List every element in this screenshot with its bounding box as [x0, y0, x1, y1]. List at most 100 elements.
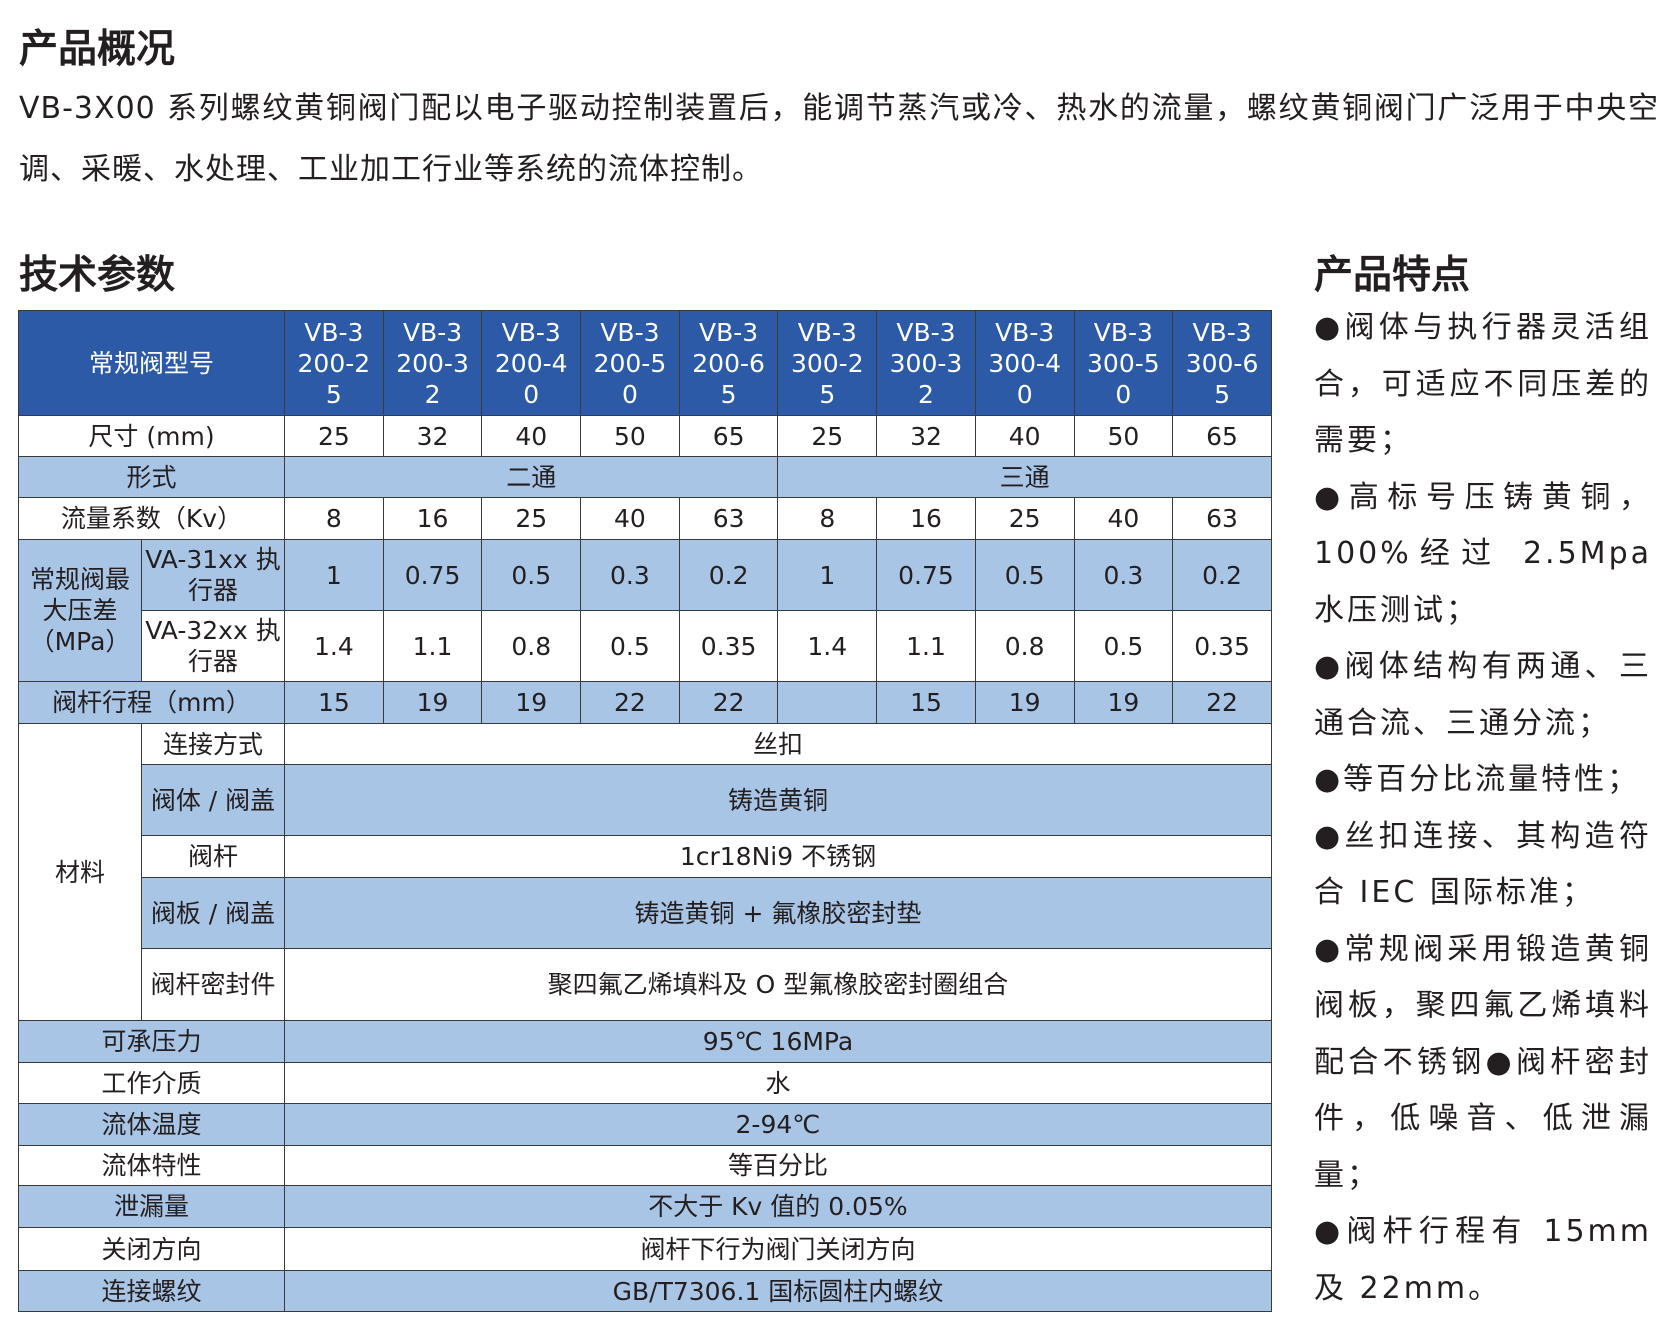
- model-header: VB-3200-50: [580, 310, 680, 416]
- table-row: 材料 连接方式 丝扣: [18, 723, 1272, 1021]
- value-cell: 0.8: [974, 610, 1075, 682]
- value-cell: 25: [284, 415, 384, 457]
- value-cell: 32: [876, 415, 976, 457]
- row-label: 阀杆行程（mm）: [17, 681, 286, 724]
- header-label: 常规阀型号: [17, 310, 286, 416]
- feature-item: ●阀体与执行器灵活组合，可适应不同压差的需要；: [1314, 310, 1652, 458]
- value-cell: 0.75: [876, 539, 976, 611]
- table-row: 阀杆 1cr18Ni9 不锈钢: [19, 835, 1272, 878]
- value-cell: 25: [974, 497, 1075, 540]
- spec-cell: 2-94℃: [284, 1103, 1272, 1146]
- table-row: 阀杆行程（mm） 15 19 19 22 22 15 19 19 22: [17, 681, 1272, 724]
- group-cell: 三通: [777, 456, 1272, 498]
- value-cell: 50: [1073, 415, 1174, 457]
- value-cell: 8: [284, 497, 384, 540]
- row-label: 可承压力: [17, 1020, 286, 1063]
- row-label: 关闭方向: [17, 1227, 286, 1271]
- value-cell: 25: [481, 497, 582, 540]
- row-label: 常规阀最大压差（MPa）: [18, 539, 142, 682]
- value-cell: 50: [580, 415, 680, 457]
- value-cell: 65: [1172, 415, 1272, 457]
- value-cell: 0.2: [1172, 539, 1272, 611]
- value-cell: 0.3: [1073, 539, 1174, 611]
- value-cell: 16: [382, 497, 483, 540]
- value-cell: 1.1: [876, 610, 976, 682]
- row-label: 连接螺纹: [17, 1270, 286, 1312]
- value-cell: 1.4: [777, 610, 878, 682]
- value-cell: 0.3: [580, 539, 680, 611]
- value-cell: 1.1: [382, 610, 483, 682]
- spec-cell: 铸造黄铜 + 氟橡胶密封垫: [284, 877, 1272, 949]
- value-cell: 22: [678, 681, 779, 724]
- value-cell: 0.5: [481, 539, 582, 611]
- section-title: 产品概况: [19, 27, 176, 72]
- section-title: 产品特点: [1314, 253, 1471, 298]
- value-cell: 0.5: [1073, 610, 1174, 682]
- row-label: 材料: [18, 723, 142, 1021]
- value-cell: 0.35: [678, 610, 779, 682]
- value-cell: 65: [678, 415, 779, 457]
- value-cell: 63: [1172, 497, 1272, 540]
- spec-cell: 水: [284, 1062, 1272, 1104]
- value-cell: 0.35: [1172, 610, 1272, 682]
- spec-cell: 聚四氟乙烯填料及 O 型氟橡胶密封圈组合: [284, 948, 1272, 1021]
- feature-list: ●阀体与执行器灵活组合，可适应不同压差的需要； ●高标号压铸黄铜，100%经过 2…: [1314, 300, 1652, 1317]
- table-row: 阀体 / 阀盖 铸造黄铜: [19, 764, 1272, 836]
- value-cell: 15: [876, 681, 976, 724]
- model-header: VB-3300-32: [876, 310, 976, 416]
- value-cell: 25: [777, 415, 878, 457]
- spec-cell: 铸造黄铜: [284, 764, 1272, 836]
- table-row: 流体温度 2-94℃: [17, 1103, 1272, 1146]
- value-cell: [777, 681, 878, 724]
- table-row: 阀杆密封件 聚四氟乙烯填料及 O 型氟橡胶密封圈组合: [19, 948, 1272, 1021]
- part-label: 阀板 / 阀盖: [140, 877, 286, 949]
- group-cell: 二通: [284, 456, 779, 498]
- row-label: 尺寸 (mm): [17, 415, 286, 457]
- table-row: VA-32xx 执行器 1.4 1.1 0.8 0.5 0.35 1.4 1.1 0.8 0.5 0…: [19, 610, 1272, 682]
- table-row: 流体特性 等百分比: [17, 1145, 1272, 1186]
- value-cell: 1: [284, 539, 384, 611]
- model-header: VB-3300-50: [1073, 310, 1174, 416]
- value-cell: 0.75: [382, 539, 483, 611]
- row-label: 流量系数（Kv）: [17, 497, 286, 540]
- overview-text: VB-3X00 系列螺纹黄铜阀门配以电子驱动控制装置后，能调节蒸汽或冷、热水的流…: [19, 91, 1659, 187]
- actuator-label: VA-32xx 执行器: [140, 610, 286, 682]
- value-cell: 19: [974, 681, 1075, 724]
- value-cell: 40: [974, 415, 1075, 457]
- model-header: VB-3200-25: [284, 310, 384, 416]
- spec-cell: 阀杆下行为阀门关闭方向: [284, 1227, 1272, 1271]
- feature-item: ●阀体结构有两通、三通合流、三通分流；: [1314, 649, 1652, 741]
- feature-item: ●高标号压铸黄铜，100%经过 2.5Mpa 水压测试；: [1314, 479, 1652, 628]
- value-cell: 0.5: [580, 610, 680, 682]
- value-cell: 63: [678, 497, 779, 540]
- value-cell: 0.8: [481, 610, 582, 682]
- feature-item: ●阀杆行程有 15mm 及 22mm。: [1314, 1214, 1652, 1306]
- spec-cell: GB/T7306.1 国标圆柱内螺纹: [284, 1270, 1272, 1312]
- table-row: 尺寸 (mm) 25 32 40 50 65 25 32 40 50 65: [17, 415, 1272, 457]
- table-row: 常规阀型号 VB-3200-25 VB-3200-32 VB-3200-40 VB-32…: [17, 310, 1272, 416]
- actuator-label: VA-31xx 执行器: [140, 539, 286, 611]
- model-header: VB-3300-25: [777, 310, 878, 416]
- spec-cell: 丝扣: [284, 723, 1272, 765]
- row-label: 流体特性: [17, 1145, 286, 1186]
- table-row: 关闭方向 阀杆下行为阀门关闭方向: [17, 1227, 1272, 1271]
- model-header: VB-3300-40: [974, 310, 1075, 416]
- spec-cell: 等百分比: [284, 1145, 1272, 1186]
- table-row: 工作介质水: [17, 1062, 1272, 1104]
- model-header: VB-3300-65: [1172, 310, 1272, 416]
- value-cell: 40: [481, 415, 582, 457]
- model-header: VB-3200-32: [382, 310, 483, 416]
- value-cell: 15: [284, 681, 384, 724]
- table-row: 阀板 / 阀盖 铸造黄铜 + 氟橡胶密封垫: [19, 877, 1272, 949]
- value-cell: 19: [481, 681, 582, 724]
- table-row: 可承压力 95℃ 16MPa: [17, 1020, 1272, 1063]
- value-cell: 0.5: [974, 539, 1075, 611]
- table-row: 常规阀最大压差（MPa） VA-31xx 执行器 1 0.75 0.5 0.3 0.2 1 0.…: [18, 539, 1272, 682]
- part-label: 阀体 / 阀盖: [140, 764, 286, 836]
- row-label: 泄漏量: [17, 1185, 286, 1228]
- table-row: 连接螺纹 GB/T7306.1 国标圆柱内螺纹: [17, 1270, 1272, 1312]
- table-row: 形式 二通 三通: [17, 456, 1272, 498]
- row-label: 形式: [17, 456, 286, 498]
- table-row: 泄漏量 不大于 Kv 值的 0.05%: [17, 1185, 1272, 1228]
